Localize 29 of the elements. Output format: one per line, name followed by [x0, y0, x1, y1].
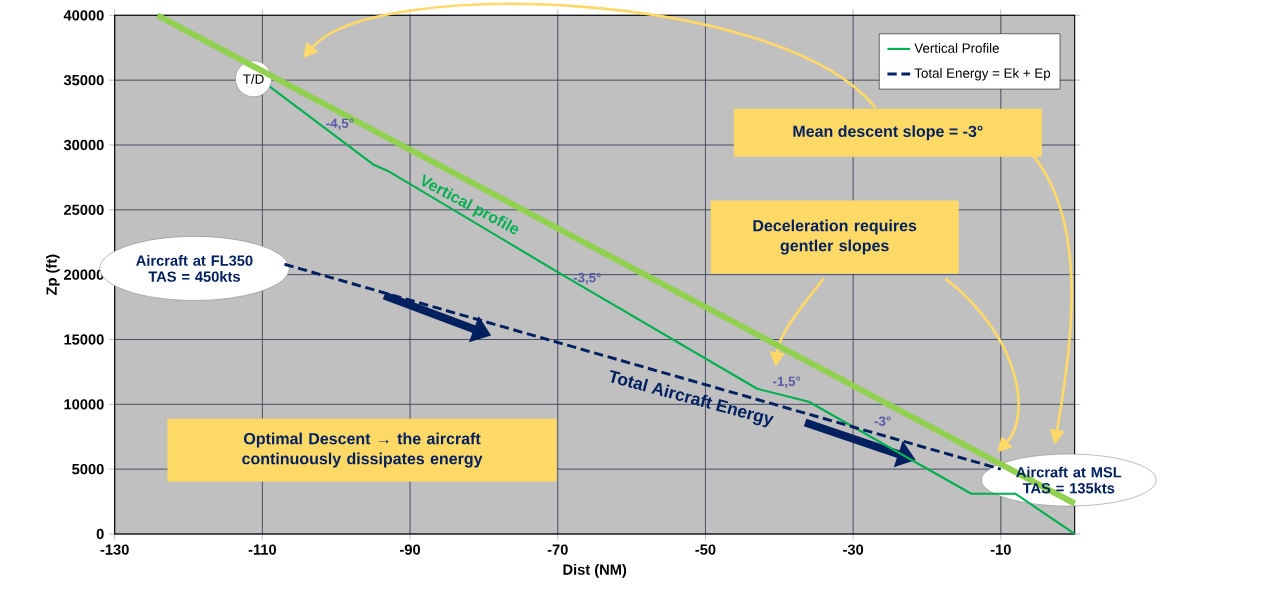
y-tick-label: 25000 — [64, 204, 104, 216]
annotation: -1,5° — [773, 376, 801, 388]
annotation: Deceleration requires gentler slopes — [753, 219, 917, 255]
x-tick-label: -70 — [547, 544, 568, 555]
annotation: -4,5° — [326, 118, 354, 130]
y-tick-label: 5000 — [72, 463, 104, 475]
x-tick-label: -130 — [100, 544, 129, 555]
annotation: -3,5° — [573, 272, 601, 285]
x-tick-label: -110 — [248, 544, 277, 555]
annotation: Mean descent slope = -3° — [793, 125, 983, 141]
y-tick-label: 35000 — [63, 74, 104, 86]
annotation: -3° — [874, 416, 891, 426]
y-tick-label: 30000 — [63, 139, 104, 151]
y-tick-label: 15000 — [64, 334, 104, 345]
legend-label: Total Energy = Ek + Ep — [914, 68, 1051, 81]
y-tick-label: 10000 — [64, 399, 104, 410]
y-tick-label: 0 — [96, 528, 104, 540]
x-tick-label: -10 — [990, 544, 1011, 555]
y-tick-label: 40000 — [63, 10, 104, 21]
x-tick-label: -50 — [695, 544, 716, 555]
annotation: Aircraft at FL350 TAS = 450kts — [136, 255, 253, 282]
legend-label: Vertical Profile — [914, 43, 999, 53]
annotation: T/D — [243, 73, 264, 84]
x-tick-label: -30 — [843, 544, 864, 555]
x-axis-title: Dist (NM) — [563, 564, 627, 578]
annotation: Optimal Descent → the aircraft continuously dissipates energy — [242, 432, 483, 468]
x-tick-label: -90 — [400, 544, 421, 555]
annotation: Total Aircraft Energy — [610, 369, 774, 428]
y-axis-title: Zp (ft) — [46, 254, 60, 295]
